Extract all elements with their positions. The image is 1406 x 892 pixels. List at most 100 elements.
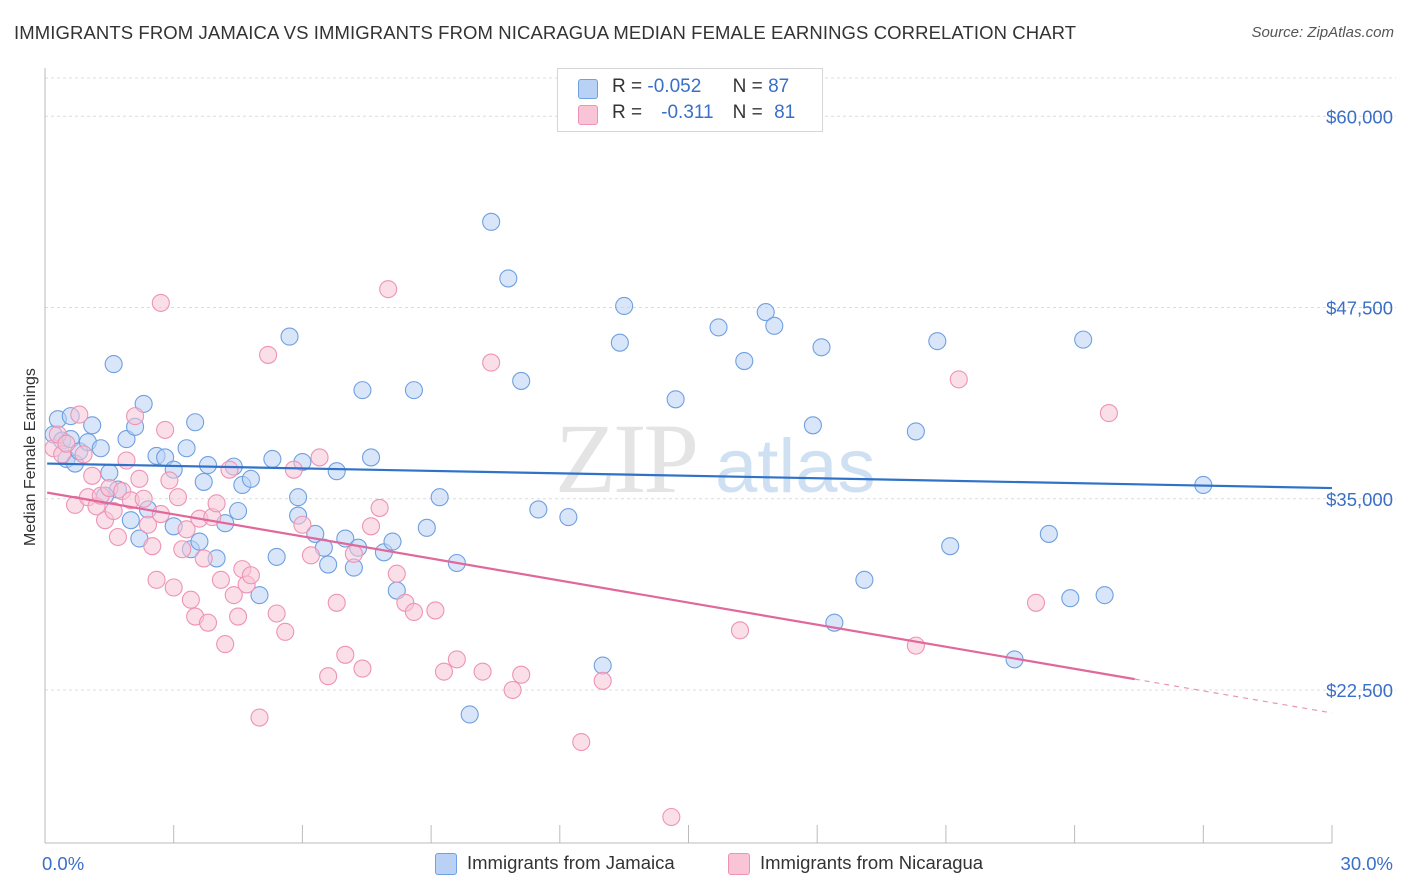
scatter-point [194,472,213,491]
scatter-point [160,471,179,490]
legend-r-value-jamaica: -0.052 [647,76,702,97]
scatter-point [327,593,346,612]
scatter-point [855,570,874,589]
trend-line-1 [46,491,1135,681]
scatter-point [186,413,205,432]
scatter-point [143,537,162,556]
scatter-point [735,351,754,371]
watermark-zip: ZIP [555,403,696,514]
scatter-point [593,656,612,675]
scatter-point [353,381,372,400]
scatter-point [941,537,960,556]
scatter-point [177,439,196,458]
scatter-point [177,520,196,539]
scatter-point [117,430,136,449]
scatter-point [319,555,338,574]
scatter-point [100,463,119,482]
scatter-point [134,489,153,508]
series-nicaragua-points [44,280,1118,827]
scatter-point [387,564,406,583]
scatter-point [263,449,282,469]
scatter-point [151,293,170,312]
scatter-point [104,501,123,521]
scatter-point [906,422,925,441]
scatter-point [130,469,149,488]
y-tick-label: $35,000 [1326,489,1393,510]
scatter-point [259,345,278,364]
scatter-point [928,332,947,351]
scatter-point [512,371,531,390]
scatter-point [250,586,269,605]
scatter-point [224,586,243,605]
scatter-point [280,327,299,346]
grid-lines [45,77,1396,691]
legend-n-label: N = [732,76,763,97]
scatter-point [117,451,136,470]
scatter-point [181,590,200,609]
scatter-point [1099,404,1118,423]
scatter-point [319,667,338,686]
legend-swatch-jamaica [578,79,598,99]
scatter-point [207,494,226,513]
trend-line-0 [47,462,1333,490]
scatter-point [1061,589,1080,608]
scatter-point [241,566,260,585]
x-tick-label-min: 0.0% [42,853,84,874]
scatter-point [1039,524,1058,543]
scatter-point [147,570,166,589]
scatter-point [370,498,389,517]
scatter-point [1095,586,1114,605]
scatter-point [293,515,312,534]
scatter-point [756,303,775,322]
scatter-point [383,532,402,551]
scatter-point [482,353,501,372]
legend-n-label: N = [732,102,763,123]
trend-line-1-extension [1134,678,1333,714]
scatter-point [250,708,269,727]
chart-title: IMMIGRANTS FROM JAMAICA VS IMMIGRANTS FR… [14,22,1077,43]
scatter-point [327,462,346,481]
scatter-point [70,405,89,424]
scatter-point [216,635,235,654]
scatter-point [1074,330,1093,349]
scatter-point [57,434,76,453]
scatter-point [336,645,355,664]
scatter-point [1026,593,1046,612]
scatter-point [83,416,102,435]
scatter-point [361,448,381,467]
scatter-point [447,650,466,669]
scatter-point [229,501,248,521]
scatter-point [460,705,479,724]
scatter-point [121,511,140,530]
scatter-point [426,601,445,620]
scatter-point [267,604,286,623]
scatter-point [529,500,548,519]
scatter-point [615,296,634,316]
scatter-point [417,518,436,537]
scatter-point [430,488,449,507]
scatter-point [344,544,363,563]
scatter-point [730,621,750,640]
watermark-atlas: atlas [715,424,876,509]
scatter-point [404,381,423,400]
y-tick-label: $22,500 [1326,680,1393,701]
bottom-legend-swatch-jamaica [435,853,457,875]
scatter-point [211,570,230,589]
bottom-legend-label-jamaica: Immigrants from Jamaica [467,852,675,873]
scatter-point [662,807,681,827]
scatter-point [108,527,127,547]
scatter-point [276,622,295,641]
scatter-point [229,607,248,626]
scatter-point [156,420,175,439]
bottom-legend-swatch-nicaragua [728,853,750,875]
scatter-point [126,407,145,426]
scatter-point [173,540,192,559]
scatter-point [949,370,968,389]
scatter-point [482,212,501,231]
scatter-point [559,508,578,527]
scatter-point [572,732,591,752]
scatter-point [379,280,398,299]
scatter-point [512,665,531,684]
x-tick-label-max: 30.0% [1341,853,1393,874]
legend-n-value-nicaragua: 81 [774,102,796,123]
